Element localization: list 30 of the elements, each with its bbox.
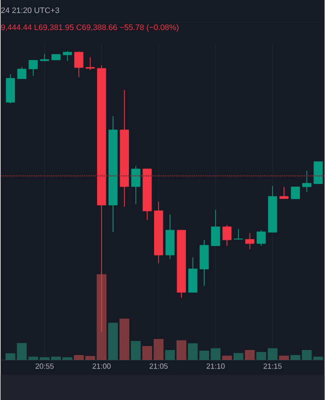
candlestick: [17, 66, 26, 80]
bar: [165, 350, 175, 360]
candlestick: [302, 170, 312, 192]
candlestick: [200, 240, 209, 286]
candlestick: [234, 228, 243, 240]
candlestick: [290, 186, 300, 200]
bar: [244, 350, 255, 360]
candlestick: [314, 161, 323, 184]
bar: [313, 356, 324, 360]
bar: [119, 318, 130, 360]
candlestick: [256, 230, 266, 246]
candlestick: [74, 51, 84, 78]
candlestick: [86, 56, 95, 70]
candlestick: [210, 209, 220, 246]
candlestick: [131, 165, 140, 205]
bar: [222, 356, 232, 360]
bar: [74, 355, 84, 360]
candlestick: [188, 256, 198, 293]
candlestick: [40, 54, 50, 62]
bar: [176, 340, 186, 360]
candlestick: [245, 232, 254, 250]
bar: [108, 322, 118, 360]
candlestick: [28, 60, 38, 76]
bar: [130, 340, 141, 360]
bar: [233, 352, 244, 360]
candlestick: [279, 186, 288, 200]
bar: [279, 356, 289, 360]
candlestick: [62, 50, 72, 62]
candlestick: [222, 224, 232, 246]
bar: [188, 343, 198, 360]
